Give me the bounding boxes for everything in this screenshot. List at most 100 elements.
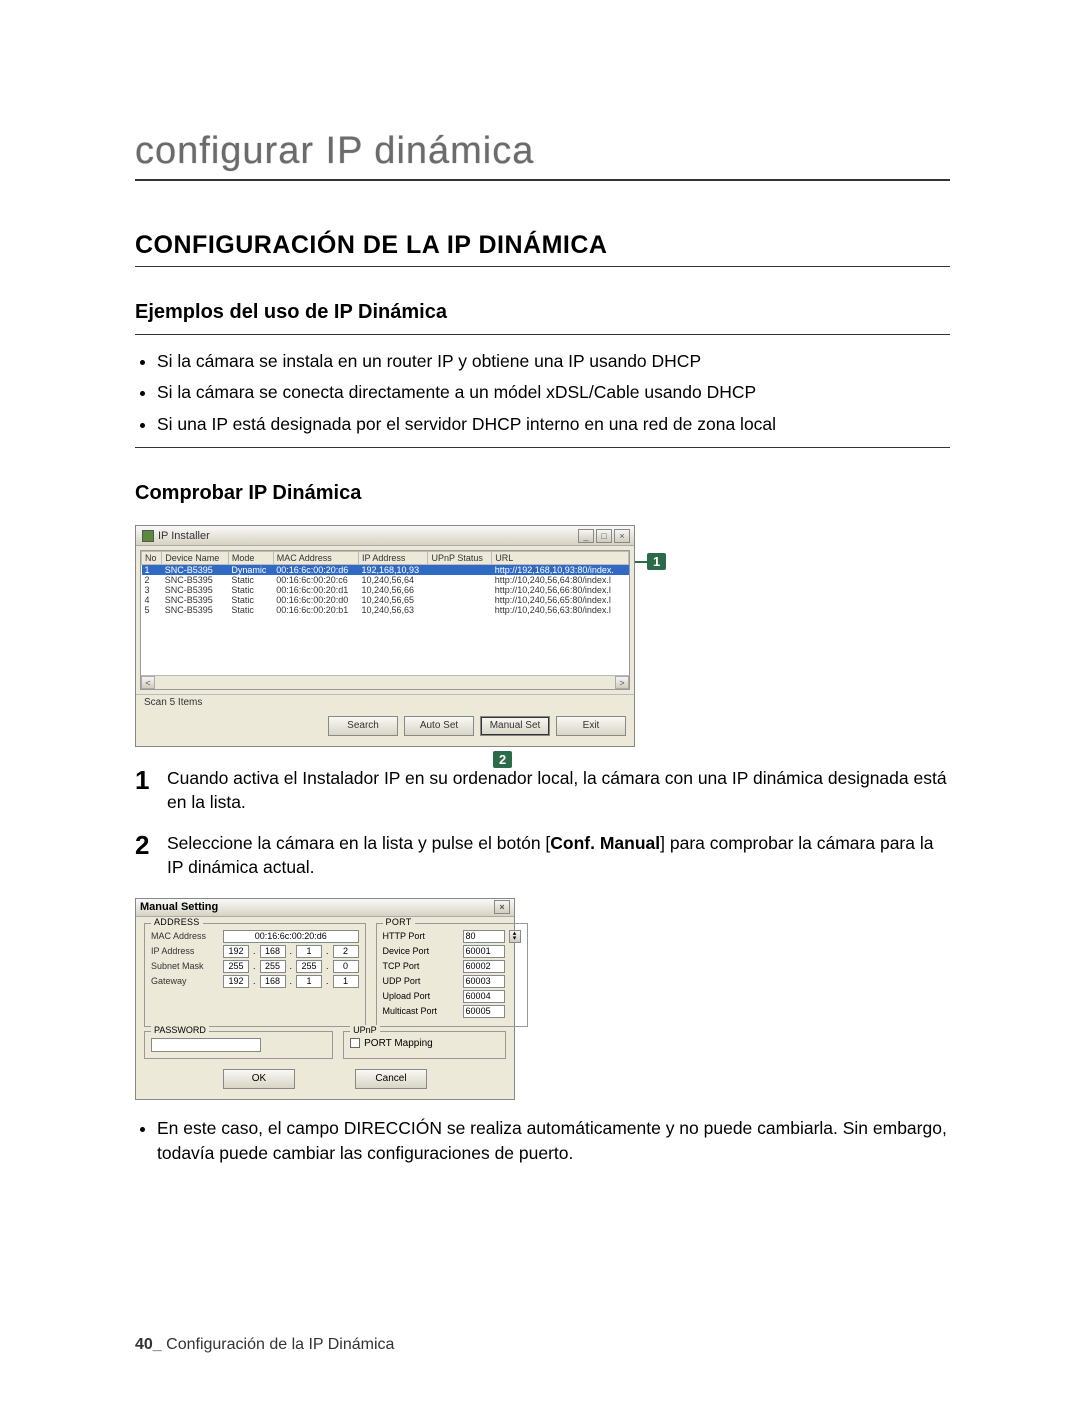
subnet-octet[interactable]: 255 bbox=[223, 960, 249, 973]
gateway-octet[interactable]: 192 bbox=[223, 975, 249, 988]
col-no[interactable]: No bbox=[142, 552, 162, 565]
password-group: PASSWORD bbox=[144, 1031, 333, 1059]
cell: SNC-B5395 bbox=[162, 585, 229, 595]
cell bbox=[428, 595, 492, 605]
ip-octet[interactable]: 192 bbox=[223, 945, 249, 958]
cell: 00:16:6c:00:20:b1 bbox=[273, 605, 358, 615]
manual-setting-dialog: Manual Setting × ADDRESS MAC Address 00:… bbox=[135, 898, 515, 1100]
port-label: HTTP Port bbox=[383, 931, 459, 941]
port-input[interactable]: 60002 bbox=[463, 960, 505, 973]
list-item: Si la cámara se conecta directamente a u… bbox=[157, 380, 950, 405]
port-input[interactable]: 60004 bbox=[463, 990, 505, 1003]
manual-set-button[interactable]: Manual Set bbox=[480, 716, 550, 736]
mac-label: MAC Address bbox=[151, 931, 219, 941]
cell: 00:16:6c:00:20:c6 bbox=[273, 575, 358, 585]
app-icon bbox=[142, 530, 154, 542]
table-header: No Device Name Mode MAC Address IP Addre… bbox=[142, 552, 629, 565]
port-input[interactable]: 60005 bbox=[463, 1005, 505, 1018]
scroll-left-icon[interactable]: < bbox=[141, 676, 155, 689]
step-text-bold: Conf. Manual bbox=[550, 833, 660, 853]
checkbox-icon bbox=[350, 1038, 360, 1048]
port-input[interactable]: 60001 bbox=[463, 945, 505, 958]
minimize-icon[interactable]: _ bbox=[578, 529, 594, 543]
cell: 10,240,56,66 bbox=[359, 585, 428, 595]
scroll-right-icon[interactable]: > bbox=[615, 676, 629, 689]
horizontal-scrollbar[interactable]: < > bbox=[141, 675, 629, 689]
subnet-octet[interactable]: 255 bbox=[296, 960, 322, 973]
col-mac[interactable]: MAC Address bbox=[273, 552, 358, 565]
cell: 4 bbox=[142, 595, 162, 605]
port-input[interactable]: 80 bbox=[463, 930, 505, 943]
cell: Static bbox=[228, 585, 273, 595]
gateway-octet[interactable]: 168 bbox=[260, 975, 286, 988]
list-item: Si la cámara se instala en un router IP … bbox=[157, 349, 950, 374]
password-legend: PASSWORD bbox=[151, 1025, 209, 1035]
cell: SNC-B5395 bbox=[162, 595, 229, 605]
dialog-title: Manual Setting bbox=[140, 901, 218, 913]
status-bar: Scan 5 Items bbox=[136, 694, 634, 710]
cancel-button[interactable]: Cancel bbox=[355, 1069, 427, 1089]
footer-text: Configuración de la IP Dinámica bbox=[162, 1336, 395, 1353]
port-label: Multicast Port bbox=[383, 1006, 459, 1016]
note-list: En este caso, el campo DIRECCIÓN se real… bbox=[157, 1116, 950, 1167]
mac-input[interactable]: 00:16:6c:00:20:d6 bbox=[223, 930, 359, 943]
divider bbox=[135, 447, 950, 448]
gateway-octet[interactable]: 1 bbox=[296, 975, 322, 988]
ok-button[interactable]: OK bbox=[223, 1069, 295, 1089]
address-group: ADDRESS MAC Address 00:16:6c:00:20:d6 IP… bbox=[144, 923, 366, 1027]
cell: Static bbox=[228, 575, 273, 585]
cell: 10,240,56,65 bbox=[359, 595, 428, 605]
cell: 00:16:6c:00:20:d1 bbox=[273, 585, 358, 595]
step-text: Cuando activa el Instalador IP en su ord… bbox=[167, 767, 950, 814]
table-row[interactable]: 5 SNC-B5395 Static 00:16:6c:00:20:b1 10,… bbox=[142, 605, 629, 615]
ip-installer-figure: IP Installer _ □ × No Device Name Mode M bbox=[135, 525, 950, 747]
col-ip[interactable]: IP Address bbox=[359, 552, 428, 565]
port-mapping-checkbox[interactable]: PORT Mapping bbox=[350, 1038, 499, 1049]
port-legend: PORT bbox=[383, 917, 415, 927]
ip-octet[interactable]: 168 bbox=[260, 945, 286, 958]
col-url[interactable]: URL bbox=[492, 552, 629, 565]
subnet-octet[interactable]: 255 bbox=[260, 960, 286, 973]
auto-set-button[interactable]: Auto Set bbox=[404, 716, 474, 736]
table-row[interactable]: 2 SNC-B5395 Static 00:16:6c:00:20:c6 10,… bbox=[142, 575, 629, 585]
cell: http://10,240,56,66:80/index.l bbox=[492, 585, 629, 595]
spinner-icon[interactable]: ▴▾ bbox=[509, 930, 521, 943]
cell: 00:16:6c:00:20:d0 bbox=[273, 595, 358, 605]
cell: 5 bbox=[142, 605, 162, 615]
password-input[interactable] bbox=[151, 1038, 261, 1052]
col-name[interactable]: Device Name bbox=[162, 552, 229, 565]
cell: 2 bbox=[142, 575, 162, 585]
table-row[interactable]: 3 SNC-B5395 Static 00:16:6c:00:20:d1 10,… bbox=[142, 585, 629, 595]
ip-octet[interactable]: 2 bbox=[333, 945, 359, 958]
step-text-part: Seleccione la cámara en la lista y pulse… bbox=[167, 833, 550, 853]
col-upnp[interactable]: UPnP Status bbox=[428, 552, 492, 565]
subsection-examples: Ejemplos del uso de IP Dinámica bbox=[135, 301, 950, 324]
ip-installer-window: IP Installer _ □ × No Device Name Mode M bbox=[135, 525, 635, 747]
window-titlebar[interactable]: IP Installer _ □ × bbox=[136, 526, 634, 546]
device-list[interactable]: No Device Name Mode MAC Address IP Addre… bbox=[140, 550, 630, 690]
close-icon[interactable]: × bbox=[494, 900, 510, 914]
page-footer: 40_ Configuración de la IP Dinámica bbox=[135, 1336, 394, 1354]
dialog-titlebar[interactable]: Manual Setting × bbox=[136, 899, 514, 917]
search-button[interactable]: Search bbox=[328, 716, 398, 736]
callout-2: 2 bbox=[493, 751, 512, 768]
gateway-octet[interactable]: 1 bbox=[333, 975, 359, 988]
table-row[interactable]: 1 SNC-B5395 Dynamic 00:16:6c:00:20:d6 19… bbox=[142, 565, 629, 576]
subsection-check-ip: Comprobar IP Dinámica bbox=[135, 482, 950, 505]
cell bbox=[428, 565, 492, 576]
cell: http://10,240,56,63:80/index.l bbox=[492, 605, 629, 615]
cell: 10,240,56,64 bbox=[359, 575, 428, 585]
port-input[interactable]: 60003 bbox=[463, 975, 505, 988]
cell: Static bbox=[228, 595, 273, 605]
ip-octet[interactable]: 1 bbox=[296, 945, 322, 958]
exit-button[interactable]: Exit bbox=[556, 716, 626, 736]
table-row[interactable]: 4 SNC-B5395 Static 00:16:6c:00:20:d0 10,… bbox=[142, 595, 629, 605]
upnp-group: UPnP PORT Mapping bbox=[343, 1031, 506, 1059]
close-icon[interactable]: × bbox=[614, 529, 630, 543]
subnet-octet[interactable]: 0 bbox=[333, 960, 359, 973]
port-label: UDP Port bbox=[383, 976, 459, 986]
cell: SNC-B5395 bbox=[162, 565, 229, 576]
cell: 10,240,56,63 bbox=[359, 605, 428, 615]
col-mode[interactable]: Mode bbox=[228, 552, 273, 565]
maximize-icon[interactable]: □ bbox=[596, 529, 612, 543]
